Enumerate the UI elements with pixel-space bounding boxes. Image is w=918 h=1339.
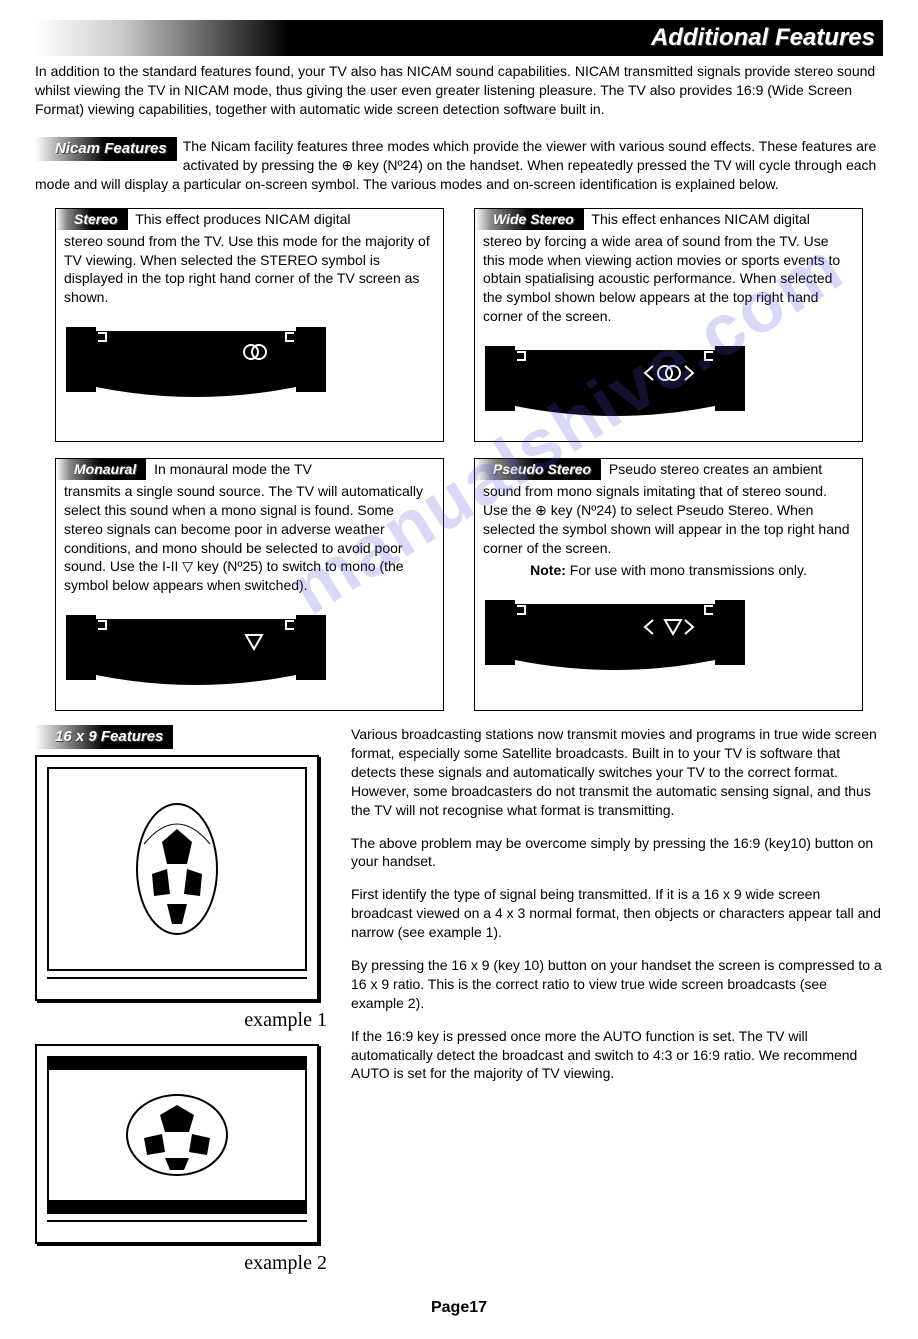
example1-tv (35, 755, 319, 1001)
soccer-ball-icon (132, 794, 222, 944)
pseudo-tv-icon (475, 592, 755, 682)
stereo-lead: This effect produces NICAM digital (135, 211, 350, 227)
mono-lead: In monaural mode the TV (154, 461, 312, 477)
wide-label: 16 x 9 Features (35, 725, 173, 749)
pseudo-lead: Pseudo stereo creates an ambient (609, 461, 822, 477)
modes-grid: Stereo This effect produces NICAM digita… (55, 208, 863, 711)
wide-p3: First identify the type of signal being … (351, 885, 883, 942)
page-title: Additional Features (35, 20, 883, 56)
pseudo-tag: Pseudo Stereo (475, 459, 601, 480)
wide-p1: Various broadcasting stations now transm… (351, 725, 883, 819)
page-number: Page17 (35, 1297, 883, 1319)
wide-p4: By pressing the 16 x 9 (key 10) button o… (351, 956, 883, 1013)
stereo-tag: Stereo (56, 209, 128, 230)
pseudo-note-label: Note: (530, 562, 566, 578)
mono-tv-icon (56, 607, 336, 697)
pseudo-note: For use with mono transmissions only. (566, 562, 807, 578)
example2-caption: example 2 (35, 1250, 335, 1277)
mode-wide-stereo: Wide Stereo This effect enhances NICAM d… (474, 208, 863, 442)
wide-tv-icon (475, 338, 755, 428)
mode-pseudo: Pseudo Stereo Pseudo stereo creates an a… (474, 458, 863, 711)
example2-tv (35, 1044, 319, 1244)
mode-monaural: Monaural In monaural mode the TV transmi… (55, 458, 444, 711)
wide-tag: Wide Stereo (475, 209, 584, 230)
wide-lead: This effect enhances NICAM digital (591, 211, 809, 227)
pseudo-text: sound from mono signals imitating that o… (483, 483, 827, 499)
soccer-ball-wide-icon (122, 1090, 232, 1180)
nicam-label: Nicam Features (35, 137, 177, 161)
wide-section: 16 x 9 Features example 1 (35, 725, 883, 1287)
stereo-tv-icon (56, 319, 336, 409)
example1-caption: example 1 (35, 1007, 335, 1034)
mode-stereo: Stereo This effect produces NICAM digita… (55, 208, 444, 442)
mono-tag: Monaural (56, 459, 146, 480)
mono-text: transmits a single sound source. The TV … (56, 480, 443, 601)
wide-p5: If the 16:9 key is pressed once more the… (351, 1027, 883, 1084)
nicam-section: Nicam Features The Nicam facility featur… (35, 137, 883, 194)
wide-text: stereo by forcing a wide area of sound f… (475, 230, 862, 332)
pseudo-text2: Use the ⊕ key (Nº24) to select Pseudo St… (483, 502, 850, 556)
stereo-text: stereo sound from the TV. Use this mode … (56, 230, 443, 314)
wide-p2: The above problem may be overcome simply… (351, 834, 883, 872)
intro-text: In addition to the standard features fou… (35, 62, 883, 119)
